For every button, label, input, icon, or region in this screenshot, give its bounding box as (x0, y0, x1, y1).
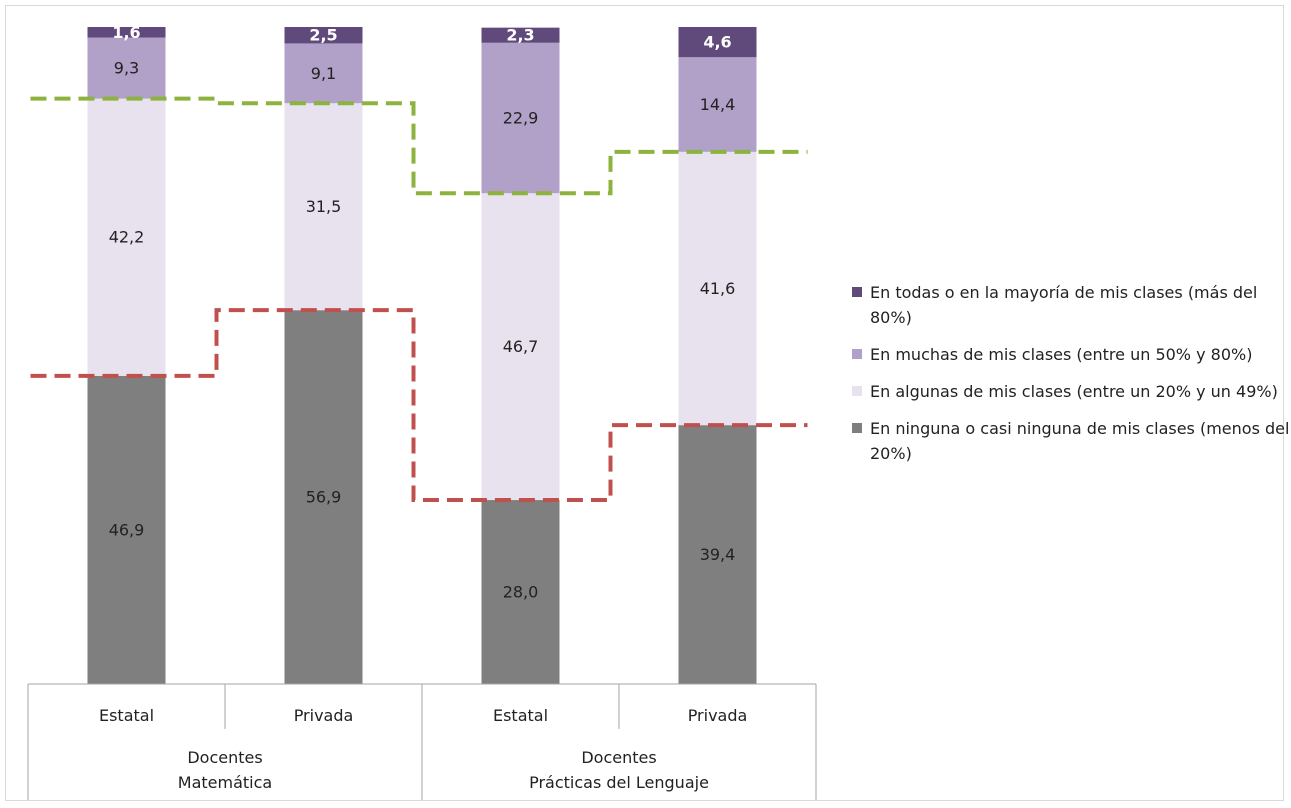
data-label: 22,9 (503, 108, 539, 127)
reference-line-red (30, 308, 808, 503)
legend-item-todas: En todas o en la mayoría de mis clases (… (852, 280, 1291, 330)
data-label: 28,0 (503, 583, 539, 602)
legend-label: En ninguna o casi ninguna de mis clases … (870, 419, 1290, 463)
group-label: Prácticas del Lenguaje (529, 773, 709, 792)
data-label: 1,6 (112, 23, 140, 42)
data-label: 2,5 (309, 26, 337, 45)
data-label: 42,2 (109, 228, 145, 247)
data-label: 39,4 (700, 545, 736, 564)
chart-frame (5, 5, 1284, 801)
bar-segment (87, 375, 166, 684)
data-label: 41,6 (700, 279, 736, 298)
category-label: Estatal (99, 706, 154, 725)
legend-swatch (852, 287, 862, 297)
bar-segment (678, 425, 757, 684)
data-label: 2,3 (506, 26, 534, 45)
legend-swatch (852, 386, 862, 396)
bar-segment (284, 310, 363, 684)
bar-segment (481, 193, 560, 501)
legend-item-algunas: En algunas de mis clases (entre un 20% y… (852, 379, 1291, 404)
legend: En todas o en la mayoría de mis clases (… (852, 280, 1291, 478)
legend-swatch (852, 349, 862, 359)
bar-segment (678, 151, 757, 426)
bar-segment (481, 27, 560, 43)
category-label: Estatal (493, 706, 548, 725)
data-label: 56,9 (306, 488, 342, 507)
bar-segment (284, 27, 363, 44)
legend-label: En algunas de mis clases (entre un 20% y… (870, 382, 1278, 401)
category-label: Privada (688, 706, 748, 725)
group-label: Docentes (187, 748, 262, 767)
data-label: 4,6 (703, 33, 731, 52)
bar-segment (87, 37, 166, 99)
bar-segment (481, 42, 560, 194)
data-label: 31,5 (306, 197, 342, 216)
bar-segment (284, 103, 363, 311)
data-label: 46,7 (503, 337, 539, 356)
legend-label: En todas o en la mayoría de mis clases (… (870, 283, 1258, 327)
data-label: 9,3 (114, 59, 139, 78)
data-label: 9,1 (311, 64, 336, 83)
category-label: Privada (294, 706, 354, 725)
legend-swatch (852, 423, 862, 433)
legend-item-muchas: En muchas de mis clases (entre un 50% y … (852, 342, 1291, 367)
bar-segment (481, 500, 560, 684)
bar-segment (678, 27, 757, 58)
legend-label: En muchas de mis clases (entre un 50% y … (870, 345, 1253, 364)
group-label: Matemática (178, 773, 272, 792)
data-label: 46,9 (109, 520, 145, 539)
bar-segment (678, 57, 757, 152)
bar-segment (87, 98, 166, 376)
data-label: 14,4 (700, 95, 736, 114)
group-label: Docentes (581, 748, 656, 767)
bar-segment (284, 43, 363, 104)
legend-item-ninguna: En ninguna o casi ninguna de mis clases … (852, 416, 1291, 466)
bar-segment (87, 27, 166, 38)
